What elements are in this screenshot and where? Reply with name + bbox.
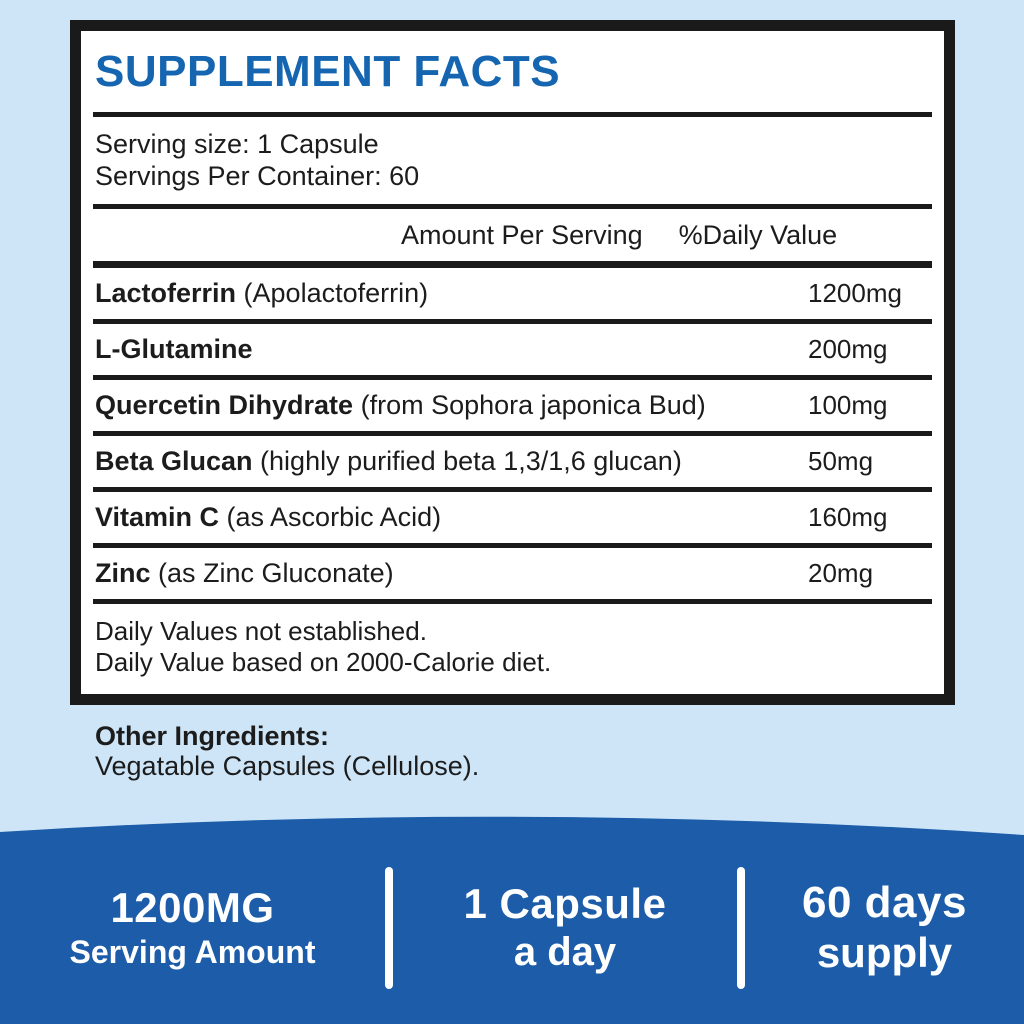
ingredient-row-quercetin-dihydrate: Quercetin Dihydrate (from Sophora japoni… <box>93 380 932 436</box>
stat-value: 1 Capsule <box>463 880 667 927</box>
ingredient-name: Lactoferrin (Apolactoferrin) <box>95 278 429 308</box>
ingredient-amount: 20mg <box>808 558 874 588</box>
ingredient-row-l-glutamine: L-Glutamine 200mg <box>93 324 932 380</box>
ingredient-name: Zinc (as Zinc Gluconate) <box>95 558 394 588</box>
other-ingredients-value: Vegatable Capsules (Cellulose). <box>95 751 480 781</box>
column-header-daily-value: %Daily Value <box>678 219 838 250</box>
ingredient-name: Quercetin Dihydrate (from Sophora japoni… <box>95 390 706 420</box>
serving-size-text: Serving size: 1 Capsule <box>95 129 379 159</box>
stat-value: 1200MG <box>110 884 275 931</box>
stat-divider-bar <box>737 866 745 989</box>
other-ingredients-label: Other Ingredients: <box>95 721 330 751</box>
stat-divider-bar <box>385 866 393 989</box>
column-header-amount: Amount Per Serving <box>401 219 643 250</box>
stat-serving-amount: 1200MG Serving Amount <box>0 884 385 970</box>
stat-label: supply <box>816 929 953 976</box>
ingredient-amount: 200mg <box>808 334 888 364</box>
ingredient-amount: 1200mg <box>808 278 902 308</box>
ingredient-row-zinc: Zinc (as Zinc Gluconate) 20mg <box>93 548 932 604</box>
other-ingredients-section: Other Ingredients: Vegatable Capsules (C… <box>95 721 479 781</box>
ingredient-amount: 160mg <box>808 502 888 532</box>
ingredient-row-lactoferrin: Lactoferrin (Apolactoferrin) 1200mg <box>93 268 932 324</box>
stat-label: a day <box>513 930 617 974</box>
bottom-stats-band: 1200MG Serving Amount 1 Capsule a day 60… <box>0 865 1024 990</box>
panel-title: SUPPLEMENT FACTS <box>95 47 561 96</box>
servings-per-container-text: Servings Per Container: 60 <box>95 161 420 191</box>
footnote-calorie-diet: Daily Value based on 2000-Calorie diet. <box>95 647 552 677</box>
stat-days-supply: 60 days supply <box>745 881 1024 974</box>
bottom-band-wave <box>0 816 1024 1024</box>
column-headers: Amount Per Serving %Daily Value <box>93 209 932 261</box>
divider-line <box>93 204 932 209</box>
footnotes: Daily Values not established. Daily Valu… <box>93 604 932 678</box>
supplement-facts-panel: SUPPLEMENT FACTS Serving size: 1 Capsule… <box>70 20 955 705</box>
serving-info: Serving size: 1 Capsule Servings Per Con… <box>93 117 932 204</box>
ingredient-amount: 50mg <box>808 446 874 476</box>
ingredient-name: L-Glutamine <box>95 334 253 364</box>
ingredient-row-beta-glucan: Beta Glucan (highly purified beta 1,3/1,… <box>93 436 932 492</box>
ingredient-amount: 100mg <box>808 390 888 420</box>
ingredient-name: Vitamin C (as Ascorbic Acid) <box>95 502 442 532</box>
divider-line <box>93 112 932 117</box>
stat-capsule-per-day: 1 Capsule a day <box>393 880 737 974</box>
divider-line <box>93 261 932 268</box>
footnote-daily-values: Daily Values not established. <box>95 616 427 646</box>
ingredient-row-vitamin-c: Vitamin C (as Ascorbic Acid) 160mg <box>93 492 932 548</box>
ingredient-name: Beta Glucan (highly purified beta 1,3/1,… <box>95 446 682 476</box>
stat-value: 60 days <box>802 878 967 927</box>
stat-label: Serving Amount <box>69 934 316 970</box>
